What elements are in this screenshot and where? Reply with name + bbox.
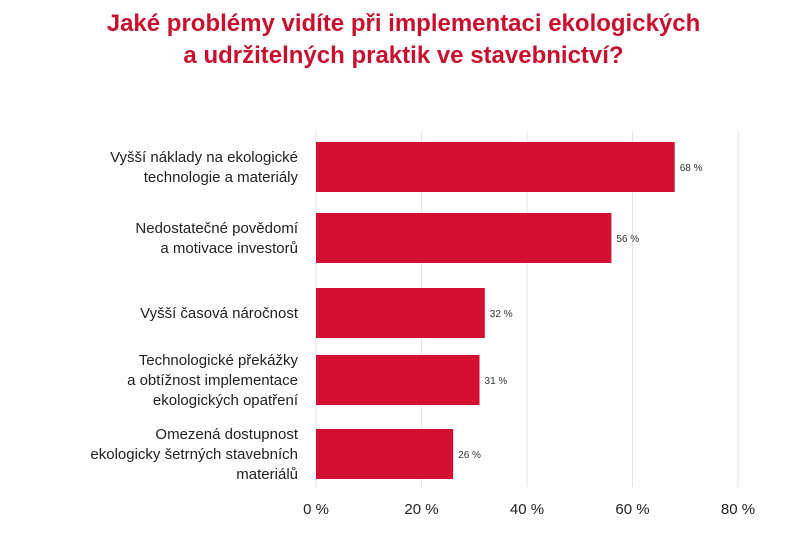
bar [316, 355, 480, 405]
category-label: Vyšší náklady na ekologické technologie a… [110, 149, 298, 186]
value-label: 68 % [680, 163, 703, 174]
chart-title-line-2: a udržitelných praktik ve stavebnictví? [183, 42, 624, 69]
category-label-line: a obtížnost implementace [127, 372, 298, 389]
category-label-line: ekologicky šetrných stavebních [90, 446, 298, 463]
value-label: 56 % [616, 234, 639, 245]
x-tick-label: 0 % [303, 501, 329, 518]
category-label-line: materiálů [236, 466, 298, 483]
bar [316, 288, 485, 338]
chart-title-line-1: Jaké problémy vidíte při implementaci ek… [106, 10, 701, 37]
value-label: 32 % [490, 309, 513, 320]
x-tick-label: 20 % [404, 501, 438, 518]
value-labels: 68 % 56 % 32 % 31 % 26 % [458, 163, 702, 461]
category-label-line: Omezená dostupnost [155, 426, 298, 443]
bars [316, 142, 675, 479]
value-label: 26 % [458, 450, 481, 461]
category-label-line: Vyšší náklady na ekologické [110, 149, 298, 166]
category-label-line: Technologické překážky [139, 352, 299, 369]
category-labels: Vyšší náklady na ekologické technologie a… [90, 149, 298, 483]
category-label: Omezená dostupnost ekologicky šetrných st… [90, 426, 298, 483]
category-label: Vyšší časová náročnost [140, 305, 299, 322]
chart-title: Jaké problémy vidíte při implementaci ek… [0, 8, 807, 72]
x-tick-label: 60 % [615, 501, 649, 518]
category-label-line: Nedostatečné povědomí [135, 220, 298, 237]
x-tick-label: 80 % [721, 501, 755, 518]
value-label: 31 % [485, 376, 508, 387]
category-label: Nedostatečné povědomí a motivace investor… [135, 220, 298, 257]
category-label-line: Vyšší časová náročnost [140, 305, 299, 322]
x-axis-ticks: 0 % 20 % 40 % 60 % 80 % [303, 501, 755, 518]
bar [316, 142, 675, 192]
category-label-line: a motivace investorů [160, 240, 298, 257]
bar [316, 429, 454, 479]
category-label-line: technologie a materiály [144, 169, 299, 186]
category-label: Technologické překážky a obtížnost implem… [127, 352, 299, 409]
bar [316, 213, 612, 263]
category-label-line: ekologických opatření [153, 392, 299, 409]
x-tick-label: 40 % [510, 501, 544, 518]
